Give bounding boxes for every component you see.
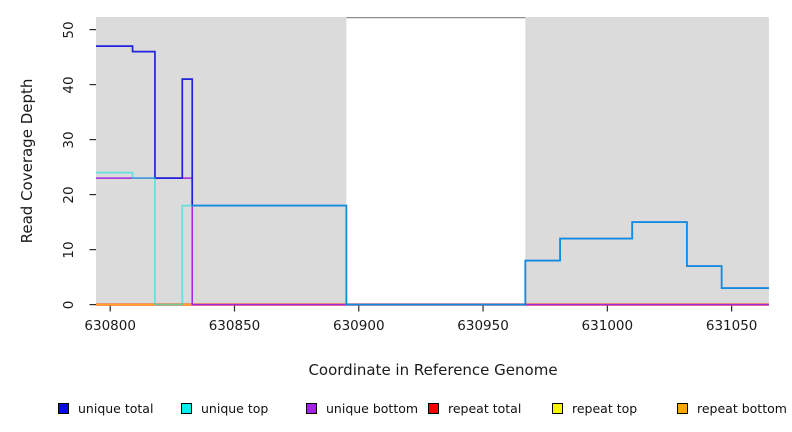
legend: unique total unique top unique bottom repea… [0,398,792,422]
legend-label: unique top [201,400,269,416]
legend-item-repeat-top: repeat top [552,398,637,418]
y-tick-label: 30 [61,131,77,149]
y-tick-label: 50 [61,21,77,39]
series-line-unique-top [96,171,769,306]
legend-swatch-icon [552,402,563,414]
legend-swatch-icon [428,402,439,414]
legend-swatch-icon [58,402,69,414]
y-tick-label: 10 [61,241,77,259]
y-tick-label: 40 [61,76,77,94]
y-axis-title: Read Coverage Depth [18,78,36,244]
legend-label: repeat bottom [697,400,787,416]
legend-item-repeat-total: repeat total [428,398,521,418]
x-tick-label: 631050 [705,318,758,334]
legend-label: repeat total [448,400,522,416]
legend-item-unique-bottom: unique bottom [306,398,418,418]
x-tick-label: 630800 [84,318,136,334]
legend-item-unique-total: unique total [58,398,153,418]
legend-item-unique-top: unique top [181,398,268,418]
legend-label: unique total [78,400,154,416]
x-tick-label: 631000 [581,318,634,334]
legend-swatch-icon [181,402,192,414]
shaded-region-1 [525,17,769,305]
x-tick-label: 630850 [208,318,261,334]
legend-swatch-icon [306,402,317,414]
legend-label: unique bottom [326,400,419,416]
x-axis-title: Coordinate in Reference Genome [308,361,558,379]
x-tick-label: 630950 [457,318,509,334]
y-tick-label: 0 [61,300,77,309]
shaded-region-0 [96,17,347,305]
y-tick-label: 20 [61,186,77,204]
x-tick-label: 630900 [332,318,385,334]
legend-label: repeat top [572,400,638,416]
legend-item-repeat-bottom: repeat bottom [677,398,787,418]
legend-swatch-icon [677,402,688,414]
